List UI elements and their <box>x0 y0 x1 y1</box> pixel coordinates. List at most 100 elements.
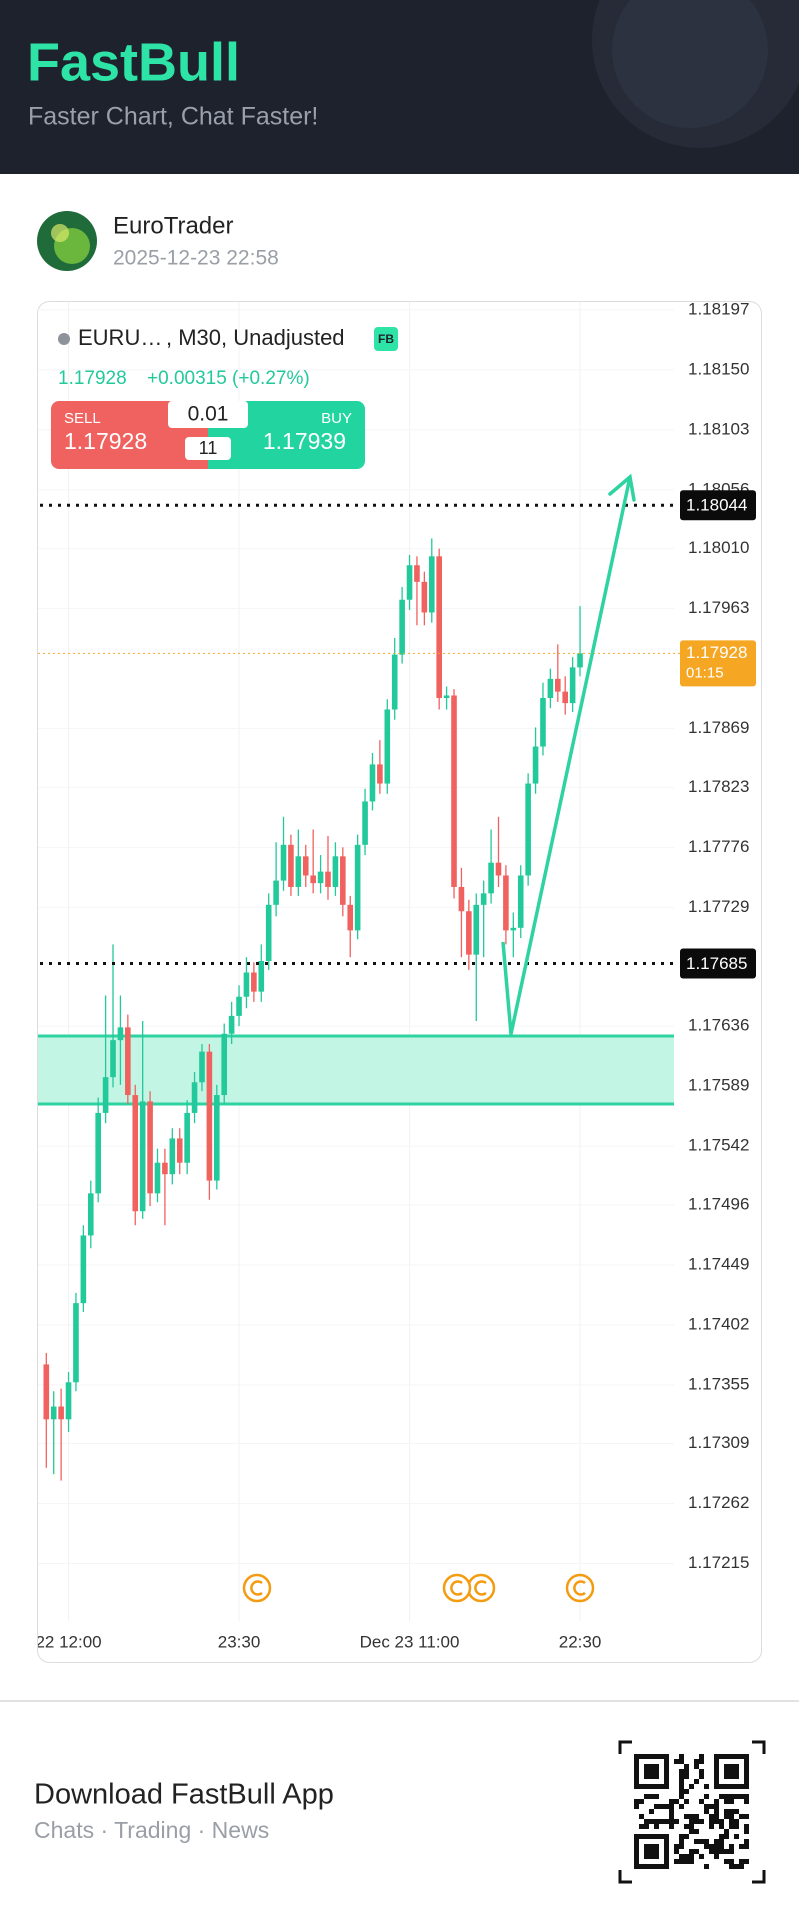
lot-box[interactable] <box>168 401 248 428</box>
candle-body <box>317 871 324 884</box>
qr-module <box>704 1809 709 1814</box>
buy-price: 1.17939 <box>263 428 346 454</box>
price-change: +0.00315 (+0.27%) <box>147 368 310 389</box>
event-icon <box>466 1573 496 1603</box>
qr-module <box>679 1794 684 1799</box>
qr-module <box>679 1784 684 1789</box>
y-tick-label: 1.17449 <box>688 1254 749 1273</box>
zone-fill <box>38 1036 674 1104</box>
qr-module <box>654 1804 659 1809</box>
qr-module <box>659 1819 664 1824</box>
badge: FB <box>378 332 394 346</box>
last-price: 1.17928 <box>58 368 127 389</box>
overlay: 1.181971.181501.181031.180561.180101.179… <box>38 299 756 1572</box>
qr-module <box>639 1824 644 1829</box>
qr-module <box>654 1819 659 1824</box>
brand-subtitle: Faster Chart, Chat Faster! <box>28 103 318 131</box>
qr-module <box>719 1794 724 1799</box>
candle-body <box>421 581 428 613</box>
candles <box>43 538 583 1481</box>
qr-module <box>679 1839 684 1844</box>
brand-title: FastBull <box>27 32 240 92</box>
qr-module <box>699 1774 704 1779</box>
qr-module <box>729 1824 734 1829</box>
qr-module <box>689 1814 694 1819</box>
candle-body <box>273 880 279 905</box>
qr-module <box>654 1824 659 1829</box>
event-icon <box>242 1573 272 1603</box>
qr-module <box>709 1849 714 1854</box>
qr-module <box>689 1829 694 1834</box>
qr-module <box>714 1814 719 1819</box>
qr-module <box>734 1809 739 1814</box>
candle-body <box>154 1162 161 1194</box>
qr-module <box>669 1814 674 1819</box>
buy-label: BUY <box>321 410 352 427</box>
trend-drawing <box>501 473 636 1036</box>
qr-module <box>644 1794 649 1799</box>
lot: 0.01 <box>188 403 229 426</box>
qr-module <box>739 1864 744 1869</box>
event-icon <box>450 1580 463 1596</box>
qr-module <box>709 1824 714 1829</box>
qr-module <box>699 1769 704 1774</box>
qr-module <box>739 1794 744 1799</box>
candle-body <box>391 654 398 710</box>
event-icon <box>442 1573 472 1603</box>
qr-module <box>699 1759 704 1764</box>
candle-body <box>347 904 354 931</box>
qr-module <box>729 1849 734 1854</box>
y-tick-label: 1.17542 <box>688 1136 749 1155</box>
qr-module <box>724 1849 729 1854</box>
candle-body <box>510 927 517 931</box>
qr-module <box>729 1799 734 1804</box>
qr-module <box>679 1759 684 1764</box>
qr-module <box>719 1849 724 1854</box>
candle-body <box>288 844 294 887</box>
qr-module <box>729 1814 734 1819</box>
qr-module <box>639 1799 644 1804</box>
qr-module <box>704 1864 709 1869</box>
candle-body <box>73 1303 79 1383</box>
qr-module <box>704 1844 709 1849</box>
qr-module <box>659 1804 664 1809</box>
qr-module <box>739 1814 744 1819</box>
x-axis: 22 12:00 23:30 Dec 23 11:00 22:30 <box>38 1632 601 1651</box>
qr-module <box>724 1859 729 1864</box>
qr-module <box>689 1859 694 1864</box>
candle-body <box>458 886 465 912</box>
qr-module <box>684 1834 689 1839</box>
y-tick-label: 1.18103 <box>688 419 749 438</box>
qr-module <box>734 1824 739 1829</box>
candle-body <box>139 1101 146 1212</box>
qr-module <box>694 1819 699 1824</box>
qr-module <box>734 1819 739 1824</box>
sell-label: SELL <box>64 410 101 427</box>
qr-module <box>744 1799 749 1804</box>
symbol: EURU… <box>78 325 162 350</box>
post-time: 2025-12-23 22:58 <box>113 247 279 270</box>
footer-title: Download FastBull App <box>34 1779 334 1811</box>
qr-module <box>724 1799 729 1804</box>
y-tick-label: 1.18197 <box>688 299 749 318</box>
qr-module <box>684 1824 689 1829</box>
candle-body <box>206 1051 213 1181</box>
qr-module <box>704 1839 709 1844</box>
qr-module <box>679 1789 684 1794</box>
y-tick-label: 1.17776 <box>688 837 749 856</box>
spread: 11 <box>199 438 218 458</box>
candle-body <box>102 1077 109 1113</box>
candle-body <box>191 1082 198 1113</box>
qr-module <box>674 1799 679 1804</box>
qr-module <box>679 1859 684 1864</box>
y-tick-label: 1.17355 <box>688 1374 749 1393</box>
candle-body <box>95 1112 101 1194</box>
candle-body <box>495 862 502 876</box>
candle-body <box>251 972 257 992</box>
qr-module <box>714 1854 719 1859</box>
candle-body <box>169 1138 176 1175</box>
qr-module <box>734 1864 739 1869</box>
qr-module <box>639 1814 644 1819</box>
candle-body <box>302 856 309 876</box>
level-label: 1.18044 <box>686 496 747 515</box>
